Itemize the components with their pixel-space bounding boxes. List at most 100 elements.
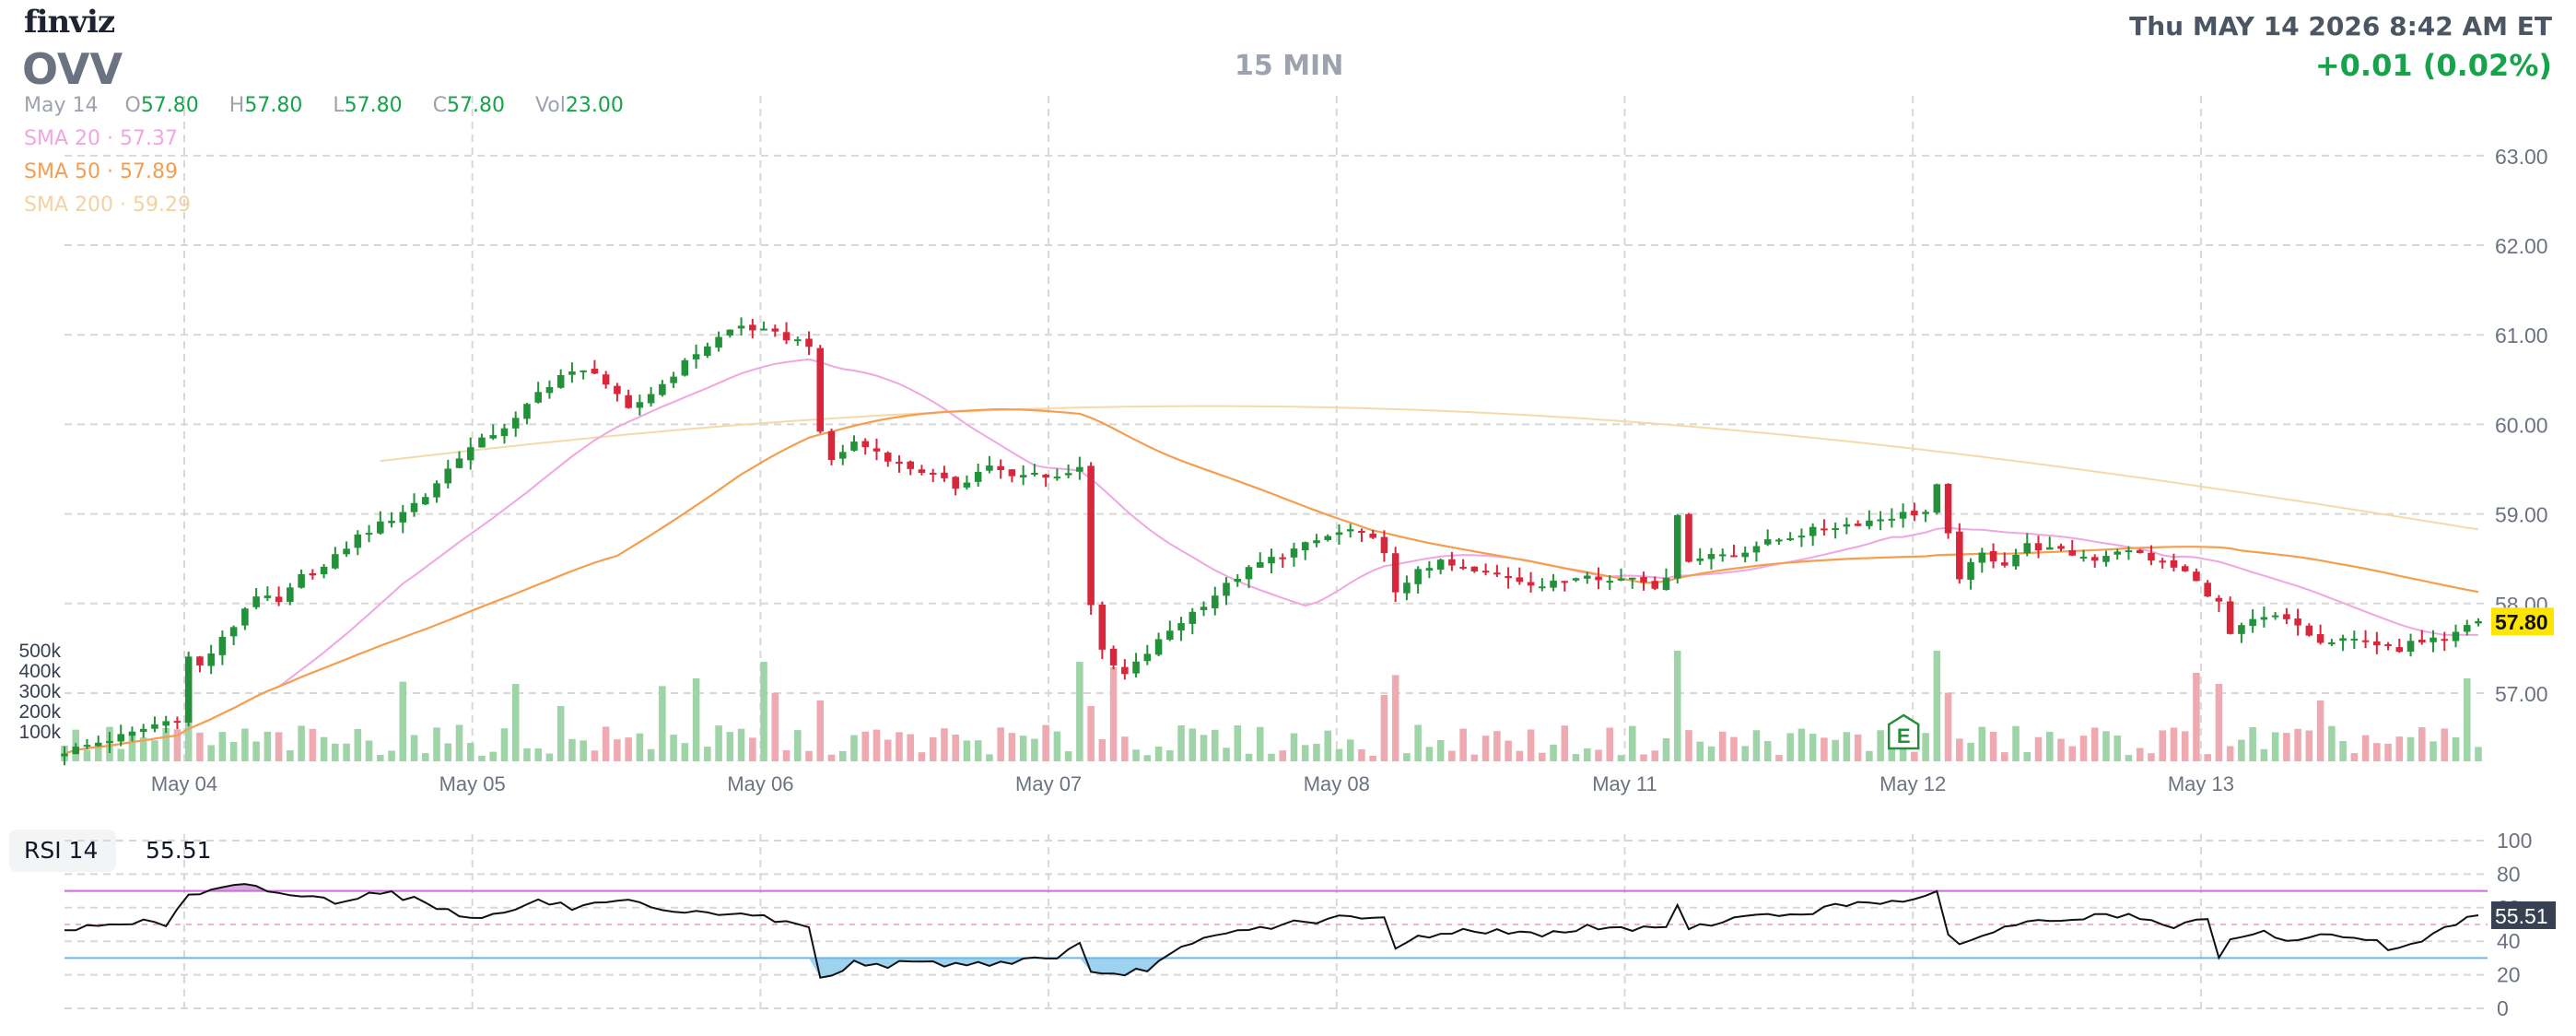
volume-bar xyxy=(782,749,790,761)
candle-body xyxy=(489,435,498,439)
candle-body xyxy=(2395,647,2404,653)
candle-body xyxy=(636,402,644,408)
candle-body xyxy=(1391,553,1399,593)
volume-bar xyxy=(309,728,317,761)
candle-body xyxy=(2090,557,2099,561)
volume-bar xyxy=(2057,738,2065,761)
volume-bar xyxy=(715,725,722,761)
candle-body xyxy=(1944,484,1952,534)
volume-bar xyxy=(1459,728,1467,761)
volume-bar xyxy=(1019,736,1027,761)
candle-body xyxy=(1832,527,1839,530)
x-axis-label: May 12 xyxy=(1879,772,1946,795)
candle-body xyxy=(2430,637,2437,642)
volume-bar xyxy=(1188,728,1197,761)
volume-bar xyxy=(2204,754,2211,761)
candle-body xyxy=(1809,526,1817,536)
volume-bar xyxy=(229,741,238,761)
candle-body xyxy=(1403,583,1411,594)
candle-body xyxy=(218,636,227,655)
volume-bar xyxy=(2034,736,2043,761)
candle-body xyxy=(72,747,80,755)
volume-bar xyxy=(726,732,734,761)
candle-body xyxy=(602,374,610,385)
candle-body xyxy=(681,359,689,376)
candle-body xyxy=(929,472,937,475)
candle-body xyxy=(388,520,395,524)
volume-bar xyxy=(2361,735,2370,761)
candle-body xyxy=(1470,566,1479,571)
candle-body xyxy=(1358,530,1365,533)
candle-body xyxy=(377,521,384,534)
volume-bar xyxy=(929,736,937,761)
candle-body xyxy=(252,596,260,607)
volume-bar xyxy=(1797,728,1806,761)
x-axis-label: May 04 xyxy=(151,772,217,795)
candle-body xyxy=(1911,511,1918,516)
candle-body xyxy=(1076,466,1083,472)
volume-bar xyxy=(918,752,926,761)
candle-body xyxy=(1956,531,1963,580)
sma20-legend[interactable]: SMA 20 · 57.37 xyxy=(24,127,178,150)
volume-bar xyxy=(1493,731,1501,761)
volume-bar xyxy=(1832,739,1839,761)
candle-body xyxy=(2034,543,2043,551)
volume-bar xyxy=(151,740,158,761)
earnings-marker-label: E xyxy=(1897,724,1911,748)
candle-body xyxy=(184,656,193,724)
timeframe-label[interactable]: 15 MIN xyxy=(1235,50,1344,82)
candle-body xyxy=(2418,639,2426,642)
ohlc-high-label: H xyxy=(228,94,245,117)
price-tick-label: 62.00 xyxy=(2495,234,2548,258)
x-axis-label: May 06 xyxy=(727,772,793,795)
candle-body xyxy=(2215,597,2223,602)
volume-bar xyxy=(1673,651,1681,761)
candle-body xyxy=(1188,611,1197,624)
candle-body xyxy=(2441,639,2449,642)
volume-bar xyxy=(1584,748,1591,761)
volume-bar xyxy=(2294,728,2301,761)
rsi-label-box[interactable] xyxy=(9,830,116,872)
candle-body xyxy=(354,534,362,548)
candle-body xyxy=(2193,571,2200,582)
candle-body xyxy=(2339,638,2347,642)
rsi-tick-label: 40 xyxy=(2497,929,2521,953)
rsi-tick-label: 0 xyxy=(2497,996,2509,1020)
volume-bar xyxy=(568,738,576,761)
volume-bar xyxy=(2395,736,2404,761)
volume-bar xyxy=(580,740,587,761)
candle-body xyxy=(1346,529,1354,532)
sma50-legend[interactable]: SMA 50 · 57.89 xyxy=(24,160,178,183)
volume-bar xyxy=(1651,750,1659,761)
candle-body xyxy=(1493,572,1501,575)
volume-bar xyxy=(659,686,666,761)
candle-body xyxy=(1212,595,1219,608)
ohlc-low: 57.80 xyxy=(344,94,403,117)
volume-bar xyxy=(478,755,486,761)
candle-body xyxy=(850,441,858,451)
candle-body xyxy=(433,483,440,498)
volume-bar xyxy=(1481,736,1490,761)
candle-body xyxy=(2226,601,2234,634)
candle-body xyxy=(1763,539,1772,545)
candle-body xyxy=(625,394,632,408)
ohlc-high: 57.80 xyxy=(244,94,303,117)
volume-bar xyxy=(692,678,700,761)
candle-body xyxy=(309,572,317,576)
volume-bar xyxy=(1707,746,1715,761)
sma200-legend[interactable]: SMA 200 · 59.29 xyxy=(24,194,191,217)
candle-body xyxy=(2148,552,2155,561)
price-tick-label: 61.00 xyxy=(2495,324,2548,347)
volume-bar xyxy=(1550,744,1557,761)
volume-bar xyxy=(1380,695,1388,761)
candle-body xyxy=(749,324,756,331)
finviz-logo[interactable]: finviz xyxy=(24,4,115,41)
candle-body xyxy=(287,587,294,603)
volume-bar xyxy=(2090,727,2099,761)
volume-bar xyxy=(1763,741,1772,761)
candle-body xyxy=(83,745,91,748)
volume-bar xyxy=(1899,746,1907,761)
candle-body xyxy=(1414,569,1422,584)
candle-body xyxy=(2159,560,2166,563)
